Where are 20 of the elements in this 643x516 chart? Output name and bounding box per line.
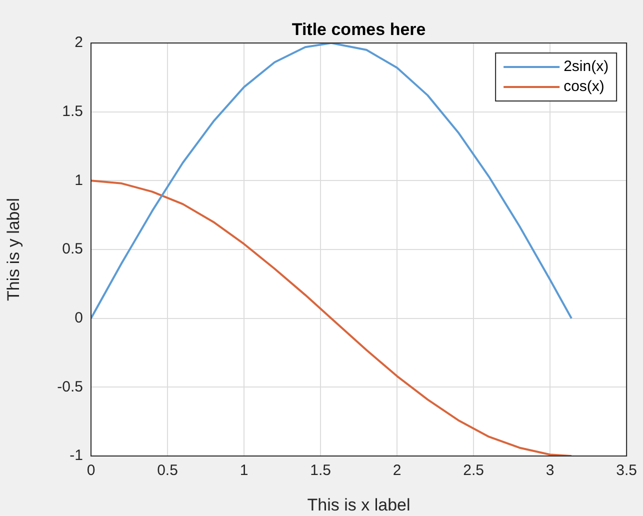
y-axis-title: This is y label [4, 198, 23, 301]
y-tick-label: -0.5 [57, 378, 83, 396]
legend-label: 2sin(x) [564, 58, 609, 76]
y-tick-label: 0 [74, 309, 83, 326]
legend-label: cos(x) [564, 78, 604, 96]
x-tick-label: 0.5 [157, 462, 178, 480]
y-tick-label: 0.5 [62, 240, 83, 258]
x-tick-label: 3.5 [616, 462, 638, 480]
y-tick-label: 1 [74, 172, 83, 189]
x-axis-title: This is x label [307, 495, 410, 514]
x-tick-label: 0 [86, 462, 96, 480]
x-tick-label: 3 [546, 462, 554, 480]
chart-title: Title comes here [292, 20, 426, 40]
x-tick-label: 1.5 [310, 462, 331, 480]
y-tick-label: 2 [74, 34, 83, 52]
x-tick-label: 1 [240, 462, 248, 480]
x-tick-label: 2.5 [463, 462, 484, 480]
y-tick-label: 1.5 [62, 102, 83, 120]
y-tick-label: -1 [70, 447, 83, 464]
x-tick-label: 2 [392, 462, 402, 480]
